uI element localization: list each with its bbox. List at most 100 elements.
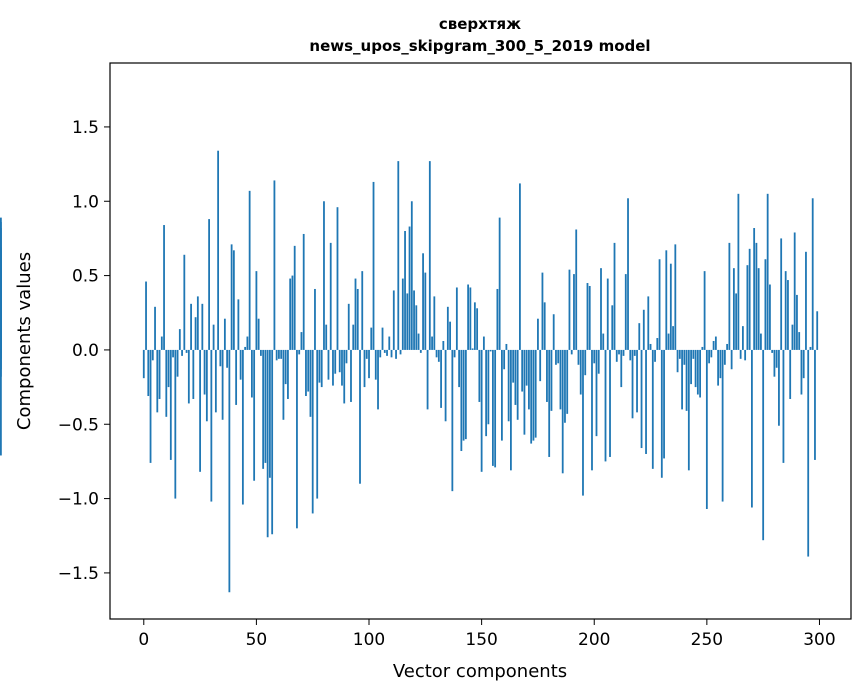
bar-116 <box>404 230 406 350</box>
plot-frame <box>109 62 852 620</box>
bar-157 <box>496 288 499 350</box>
bar-57 <box>271 349 274 535</box>
bar-5 <box>154 306 156 350</box>
bar-79 <box>320 349 323 388</box>
bar-54 <box>264 349 267 463</box>
bar-265 <box>739 349 742 359</box>
chart-subtitle: news_upos_skipgram_300_5_2019 model <box>309 37 650 55</box>
bar-166 <box>516 349 519 420</box>
bar-22 <box>192 349 195 399</box>
bar-64 <box>287 349 289 399</box>
bar-198 <box>588 285 591 350</box>
bar-7 <box>158 349 161 399</box>
bar-2 <box>147 349 150 397</box>
bar-104 <box>377 349 379 410</box>
bar-243 <box>690 349 692 385</box>
bar-27 <box>203 349 206 395</box>
bar-245 <box>694 349 697 388</box>
x-tick-label: 0 <box>138 630 149 650</box>
bar-185 <box>559 349 562 410</box>
bar-222 <box>642 309 645 350</box>
bar-121 <box>415 305 418 350</box>
bar-204 <box>602 333 605 350</box>
y-tick-label: −0.5 <box>58 415 99 435</box>
bar-210 <box>615 349 618 362</box>
bar-213 <box>622 349 625 356</box>
bar-273 <box>757 268 760 350</box>
bar-62 <box>282 349 285 420</box>
bar-35 <box>221 349 224 420</box>
bar-153 <box>487 349 490 425</box>
bar-63 <box>284 349 287 385</box>
bar-208 <box>611 305 614 350</box>
bar-126 <box>426 349 429 410</box>
bar-223 <box>645 349 647 454</box>
bar-45 <box>244 346 247 350</box>
bar-97 <box>361 271 364 350</box>
bar-146 <box>471 348 474 350</box>
bar-272 <box>755 242 758 350</box>
bar-76 <box>314 288 316 350</box>
bar-124 <box>422 253 424 350</box>
bar-236 <box>674 244 677 350</box>
bar-99 <box>365 349 368 359</box>
bar-11 <box>167 349 170 388</box>
bar-176 <box>539 349 542 382</box>
bar-30 <box>210 349 213 502</box>
bar-140 <box>458 349 460 388</box>
bar-252 <box>710 349 713 358</box>
bar-120 <box>413 290 415 350</box>
bar-142 <box>462 349 465 441</box>
bar-139 <box>455 287 458 350</box>
bar-66 <box>291 275 294 350</box>
bar-59 <box>275 349 278 361</box>
bar-274 <box>760 333 762 350</box>
bars-group <box>0 150 819 593</box>
bar-141 <box>460 349 463 452</box>
bar-112 <box>395 349 397 359</box>
bar-169 <box>523 349 526 435</box>
bar-10 <box>165 349 168 417</box>
bar-232 <box>665 250 668 350</box>
bar-249 <box>703 271 706 350</box>
bar-263 <box>735 293 738 350</box>
bar-32 <box>214 349 217 413</box>
bar-224 <box>647 296 650 350</box>
bar-82 <box>327 349 330 380</box>
x-tick-label: 150 <box>465 630 497 650</box>
bar-134 <box>444 349 447 422</box>
bar-83 <box>329 242 332 350</box>
bar-130 <box>435 349 438 358</box>
bar-113 <box>397 161 400 350</box>
bar-70 <box>300 332 303 350</box>
bar-188 <box>566 349 569 414</box>
bar-110 <box>390 349 393 358</box>
bar-219 <box>636 349 638 413</box>
bar-118 <box>408 226 411 350</box>
bar-123 <box>419 349 422 353</box>
bar-96 <box>359 349 361 484</box>
bar-55 <box>266 349 269 538</box>
bar-101 <box>370 327 373 350</box>
bar-207 <box>609 349 611 457</box>
bar-117 <box>406 293 409 350</box>
bar-89 <box>343 349 346 404</box>
bar-206 <box>606 278 609 350</box>
bar-170 <box>525 349 528 386</box>
bar-78 <box>318 349 321 383</box>
bar-163 <box>510 349 512 471</box>
bar-26 <box>201 303 204 350</box>
bar-77 <box>316 349 319 499</box>
bar-168 <box>521 349 524 392</box>
bar-42 <box>237 299 240 350</box>
bar-216 <box>629 349 632 361</box>
bar-51 <box>257 318 260 350</box>
bar-253 <box>712 341 715 350</box>
bar-122 <box>417 333 420 350</box>
bar-31 <box>212 324 215 350</box>
bar-276 <box>764 259 767 350</box>
bar-131 <box>437 349 440 362</box>
bar-103 <box>374 349 377 380</box>
bar-266 <box>741 326 744 350</box>
